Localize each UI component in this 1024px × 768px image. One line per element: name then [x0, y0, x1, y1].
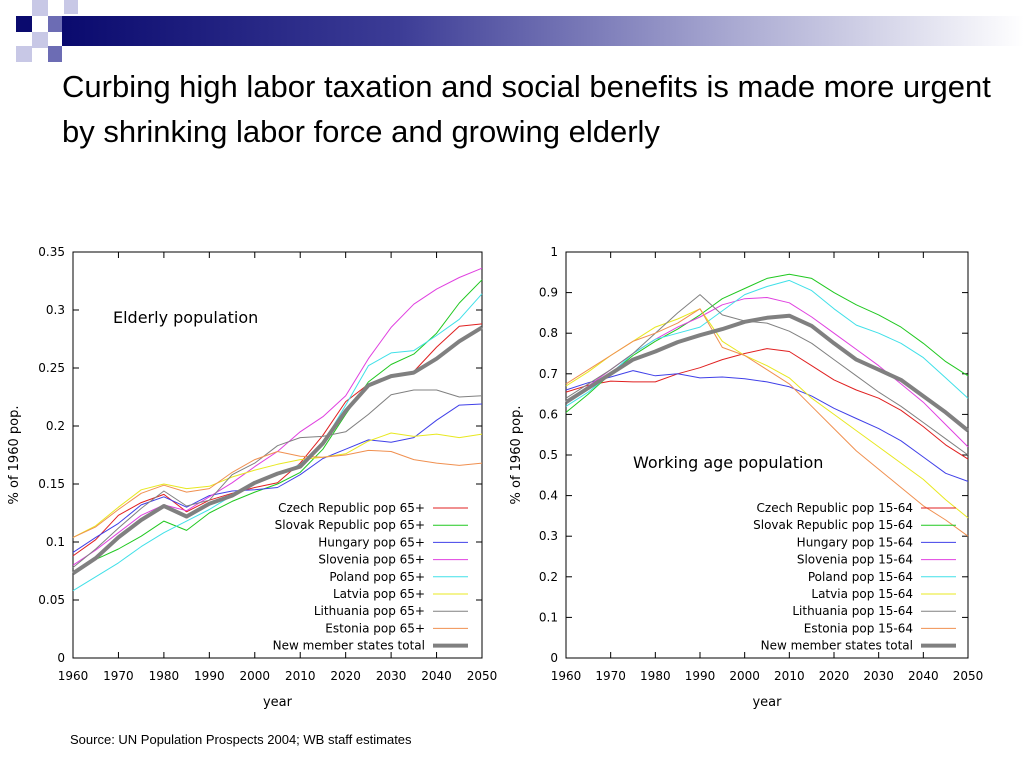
legend-label: Latvia pop 15-64: [811, 587, 913, 601]
x-tick-label: 1990: [685, 669, 716, 683]
banner-bar: [62, 16, 1024, 46]
x-tick-label: 2030: [376, 669, 407, 683]
series-line: [72, 403, 483, 553]
y-axis-label: % of 1960 pop.: [509, 406, 524, 505]
legend-label: New member states total: [273, 639, 425, 653]
x-tick-label: 1960: [551, 669, 582, 683]
legend-label: Lithuania pop 65+: [314, 604, 425, 618]
y-tick-label: 0.25: [38, 361, 65, 375]
legend-label: Hungary pop 65+: [318, 535, 425, 549]
x-tick-label: 2010: [774, 669, 805, 683]
series-line: [565, 348, 969, 460]
y-tick-label: 0.6: [539, 407, 558, 421]
series-line: [72, 449, 483, 538]
legend-label: New member states total: [761, 639, 913, 653]
legend-label: Slovenia pop 15-64: [797, 553, 913, 567]
x-tick-label: 1960: [58, 669, 89, 683]
legend-label: Slovak Republic pop 65+: [275, 518, 425, 532]
legend-label: Estonia pop 65+: [325, 621, 425, 635]
y-tick-label: 0.3: [46, 303, 65, 317]
series-line: [565, 294, 969, 456]
y-tick-label: 0.7: [539, 367, 558, 381]
header-banner: [0, 0, 1024, 62]
y-tick-label: 1: [550, 245, 558, 259]
x-tick-label: 2000: [240, 669, 271, 683]
legend-label: Estonia pop 15-64: [804, 621, 913, 635]
banner-square: [32, 32, 48, 48]
banner-square: [32, 0, 48, 16]
legend-label: Latvia pop 65+: [333, 587, 425, 601]
series-line: [564, 313, 970, 433]
legend-label: Poland pop 15-64: [808, 570, 913, 584]
chart-annotation: Working age population: [633, 453, 823, 472]
y-tick-label: 0.4: [539, 489, 558, 503]
x-tick-label: 2050: [467, 669, 498, 683]
y-tick-label: 0.9: [539, 286, 558, 300]
x-tick-label: 1980: [149, 669, 180, 683]
y-tick-label: 0.3: [539, 529, 558, 543]
legend-label: Czech Republic pop 65+: [278, 501, 425, 515]
legend-label: Czech Republic pop 15-64: [757, 501, 913, 515]
x-tick-label: 1990: [194, 669, 225, 683]
x-axis-label: year: [752, 695, 782, 710]
y-tick-label: 0.15: [38, 477, 65, 491]
y-tick-label: 0.1: [539, 610, 558, 624]
x-tick-label: 1970: [595, 669, 626, 683]
series-line: [72, 389, 483, 568]
x-tick-label: 2010: [285, 669, 316, 683]
banner-square: [64, 0, 78, 14]
x-tick-label: 1970: [103, 669, 134, 683]
x-tick-label: 2050: [953, 669, 984, 683]
y-tick-label: 0: [550, 651, 558, 665]
chart-annotation: Elderly population: [113, 308, 258, 327]
y-axis-label: % of 1960 pop.: [7, 406, 22, 505]
series-line: [71, 325, 484, 575]
series-line: [565, 308, 969, 519]
source-note: Source: UN Population Prospects 2004; WB…: [70, 732, 412, 747]
x-tick-label: 1980: [640, 669, 671, 683]
banner-square: [48, 16, 62, 32]
slide-title: Curbing high labor taxation and social b…: [62, 69, 991, 149]
series-line: [72, 279, 483, 573]
series-line: [565, 273, 969, 413]
legend-label: Hungary pop 15-64: [797, 535, 913, 549]
x-tick-label: 2020: [330, 669, 361, 683]
series-line: [565, 279, 969, 407]
x-tick-label: 2040: [908, 669, 939, 683]
y-tick-label: 0.2: [539, 570, 558, 584]
x-tick-label: 2040: [421, 669, 452, 683]
legend-label: Poland pop 65+: [329, 570, 425, 584]
banner-square: [48, 46, 62, 62]
y-tick-label: 0.35: [38, 245, 65, 259]
series-line: [565, 370, 969, 482]
series-line: [565, 308, 969, 537]
banner-square: [0, 0, 14, 14]
banner-square: [16, 16, 32, 32]
legend-label: Lithuania pop 15-64: [792, 604, 913, 618]
y-tick-label: 0.8: [539, 326, 558, 340]
banner-square: [16, 46, 32, 62]
series-line: [72, 432, 483, 538]
y-tick-label: 0.1: [46, 535, 65, 549]
y-tick-label: 0.2: [46, 419, 65, 433]
plot-frame: [72, 251, 483, 659]
y-tick-label: 0: [57, 651, 65, 665]
legend-label: Slovenia pop 65+: [318, 553, 425, 567]
x-tick-label: 2020: [819, 669, 850, 683]
x-tick-label: 2030: [863, 669, 894, 683]
y-tick-label: 0.5: [539, 448, 558, 462]
legend-label: Slovak Republic pop 15-64: [753, 518, 913, 532]
x-axis-label: year: [263, 695, 293, 710]
x-tick-label: 2000: [729, 669, 760, 683]
y-tick-label: 0.05: [38, 593, 65, 607]
